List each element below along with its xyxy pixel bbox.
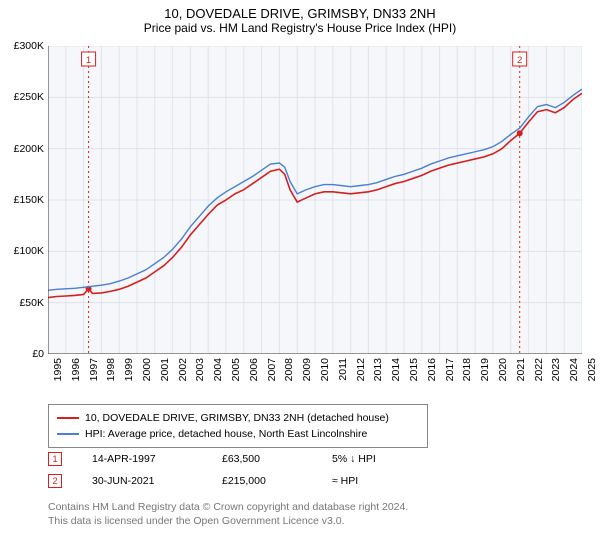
x-tick-label: 2003	[194, 358, 206, 381]
disclaimer: Contains HM Land Registry data © Crown c…	[48, 500, 408, 528]
x-tick-label: 2006	[248, 358, 260, 381]
chart-svg: 12	[48, 46, 582, 354]
x-tick-label: 2001	[159, 358, 171, 381]
marker-badge-1-num: 1	[52, 454, 57, 465]
marker-row-1: 2 30-JUN-2021 £215,000 ≈ HPI	[48, 470, 376, 492]
svg-text:2: 2	[517, 55, 522, 66]
x-tick-label: 2007	[266, 358, 278, 381]
marker-date-1: 30-JUN-2021	[92, 475, 192, 487]
marker-row-0: 1 14-APR-1997 £63,500 5% ↓ HPI	[48, 448, 376, 470]
chart-title: 10, DOVEDALE DRIVE, GRIMSBY, DN33 2NH	[0, 0, 600, 21]
legend: 10, DOVEDALE DRIVE, GRIMSBY, DN33 2NH (d…	[48, 404, 428, 448]
legend-swatch-0	[57, 417, 79, 419]
marker-price-1: £215,000	[222, 475, 302, 487]
x-tick-label: 1995	[52, 358, 64, 381]
x-tick-label: 1999	[123, 358, 135, 381]
x-tick-label: 2008	[283, 358, 295, 381]
marker-table: 1 14-APR-1997 £63,500 5% ↓ HPI 2 30-JUN-…	[48, 448, 376, 492]
x-tick-label: 2016	[426, 358, 438, 381]
x-tick-label: 2023	[550, 358, 562, 381]
x-tick-label: 2004	[212, 358, 224, 381]
y-tick-label: £150K	[14, 194, 44, 206]
x-tick-label: 2019	[479, 358, 491, 381]
legend-item-1: HPI: Average price, detached house, Nort…	[57, 426, 419, 442]
x-tick-label: 1998	[105, 358, 117, 381]
marker-delta-0: 5% ↓ HPI	[332, 453, 376, 465]
marker-delta-1: ≈ HPI	[332, 475, 358, 487]
chart-container: 10, DOVEDALE DRIVE, GRIMSBY, DN33 2NH Pr…	[0, 0, 600, 560]
marker-badge-2: 2	[48, 474, 62, 488]
x-tick-label: 2000	[141, 358, 153, 381]
disclaimer-line-2: This data is licensed under the Open Gov…	[48, 515, 345, 527]
marker-badge-2-num: 2	[52, 476, 57, 487]
x-tick-label: 2020	[497, 358, 509, 381]
legend-swatch-1	[57, 433, 79, 435]
y-tick-label: £50K	[19, 297, 44, 309]
chart-subtitle: Price paid vs. HM Land Registry's House …	[0, 21, 600, 39]
x-tick-label: 2024	[568, 358, 580, 381]
x-tick-label: 2010	[319, 358, 331, 381]
plot-area: 12	[48, 46, 582, 354]
legend-label-1: HPI: Average price, detached house, Nort…	[85, 428, 367, 440]
x-tick-label: 2005	[230, 358, 242, 381]
x-tick-label: 1996	[70, 358, 82, 381]
x-tick-label: 2011	[337, 358, 349, 381]
y-tick-label: £200K	[14, 143, 44, 155]
marker-badge-1: 1	[48, 452, 62, 466]
legend-label-0: 10, DOVEDALE DRIVE, GRIMSBY, DN33 2NH (d…	[85, 412, 389, 424]
marker-date-0: 14-APR-1997	[92, 453, 192, 465]
x-tick-label: 2022	[533, 358, 545, 381]
x-tick-label: 1997	[88, 358, 100, 381]
x-tick-label: 2012	[355, 358, 367, 381]
marker-price-0: £63,500	[222, 453, 302, 465]
x-axis: 1995 1996 1997 1998 1999 2000 2001 2002 2003 2004…	[48, 356, 582, 402]
x-tick-label: 2025	[586, 358, 598, 381]
x-tick-label: 2018	[461, 358, 473, 381]
x-tick-label: 2009	[301, 358, 313, 381]
y-axis: £0£50K£100K£150K£200K£250K£300K	[0, 46, 48, 354]
y-tick-label: £250K	[14, 91, 44, 103]
y-tick-label: £0	[32, 348, 44, 360]
x-tick-label: 2014	[390, 358, 402, 381]
x-tick-label: 2015	[408, 358, 420, 381]
x-tick-label: 2013	[372, 358, 384, 381]
x-tick-label: 2021	[515, 358, 527, 381]
legend-item-0: 10, DOVEDALE DRIVE, GRIMSBY, DN33 2NH (d…	[57, 410, 419, 426]
disclaimer-line-1: Contains HM Land Registry data © Crown c…	[48, 501, 408, 513]
x-tick-label: 2017	[444, 358, 456, 381]
svg-text:1: 1	[86, 55, 91, 66]
y-tick-label: £100K	[14, 245, 44, 257]
y-tick-label: £300K	[14, 40, 44, 52]
x-tick-label: 2002	[177, 358, 189, 381]
